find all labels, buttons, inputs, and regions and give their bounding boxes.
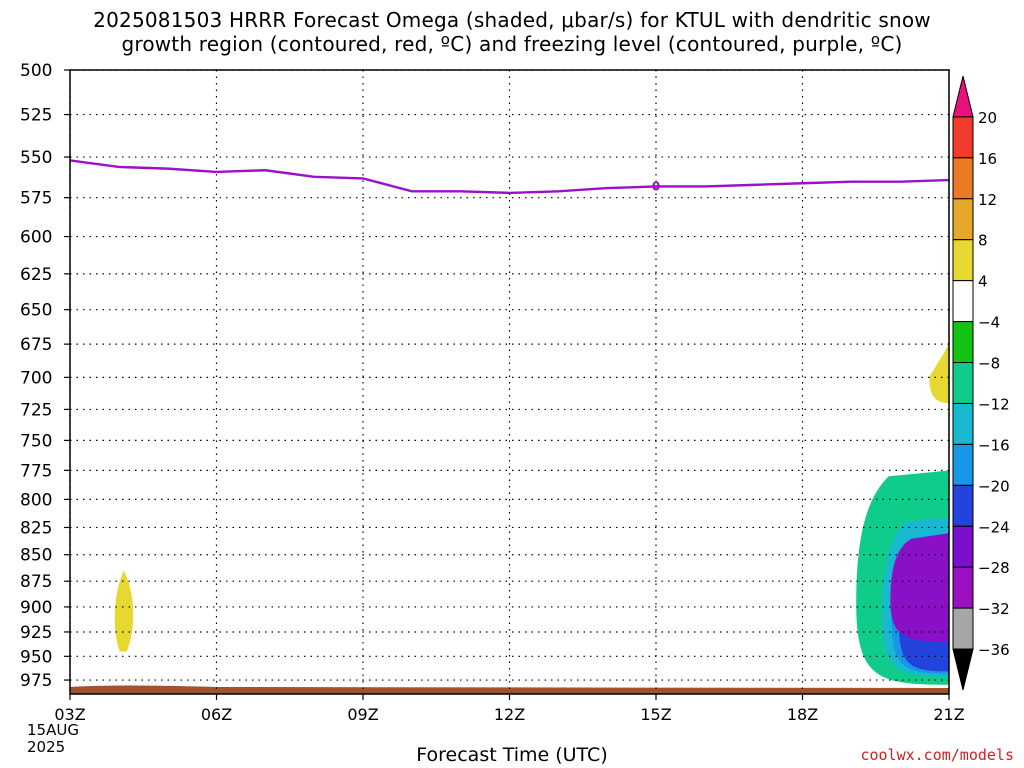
colorbar-swatch-5 <box>952 239 974 282</box>
colorbar-swatch-6 <box>952 280 974 323</box>
y-tick-label-800: 800 <box>20 490 52 510</box>
colorbar-swatch-14 <box>952 607 974 650</box>
colorbar-swatch-7 <box>952 321 974 364</box>
freezing-level-line <box>70 159 949 195</box>
title-line-1: 2025081503 HRRR Forecast Omega (shaded, … <box>93 8 931 32</box>
x-tick-label-12Z: 12Z <box>494 705 525 724</box>
omega-region-rising-3 <box>265 434 339 602</box>
x-tick-label-09Z: 09Z <box>347 705 378 724</box>
colorbar-swatch-9 <box>952 402 974 445</box>
x-tick-label-15Z: 15Z <box>640 705 671 724</box>
y-tick-label-825: 825 <box>20 518 52 538</box>
colorbar-label-20: 20 <box>978 109 997 127</box>
colorbar: 20 16 12 8 4 −4 −8 −12 −16 −20 −24 −28 −32 −36 <box>952 75 1010 691</box>
chart-title: 2025081503 HRRR Forecast Omega (shaded, … <box>0 8 1024 56</box>
y-tick-label-975: 975 <box>20 671 52 691</box>
x-tick-label-03Z: 03Z <box>54 705 85 724</box>
colorbar-swatch-4 <box>952 198 974 241</box>
colorbar-swatch-1 <box>952 75 974 118</box>
colorbar-swatch-11 <box>952 484 974 527</box>
title-line-2: growth region (contoured, red, ºC) and f… <box>121 32 903 56</box>
y-tick-label-600: 600 <box>20 228 52 248</box>
y-tick-label-700: 700 <box>20 368 52 388</box>
colorbar-label-neg8: −8 <box>978 355 1000 373</box>
colorbar-label-neg4: −4 <box>978 314 1000 332</box>
gridlines <box>69 69 950 694</box>
colorbar-swatch-15 <box>952 648 974 691</box>
colorbar-label-4: 4 <box>978 273 988 291</box>
y-tick-label-550: 550 <box>20 148 52 168</box>
x-tick-label-06Z: 06Z <box>201 705 232 724</box>
freezing-level-layer: 0 <box>70 159 949 195</box>
colorbar-label-neg12: −12 <box>978 395 1010 413</box>
colorbar-label-16: 16 <box>978 150 997 168</box>
date-day: 15AUG <box>27 721 79 739</box>
colorbar-swatch-12 <box>952 525 974 568</box>
omega-region-rising-4 <box>392 84 461 378</box>
y-tick-label-725: 725 <box>20 400 52 420</box>
surface-terrain <box>70 685 949 694</box>
colorbar-label-neg24: −24 <box>978 518 1010 536</box>
y-tick-label-750: 750 <box>20 431 52 451</box>
y-tick-label-575: 575 <box>20 189 52 209</box>
y-tick-label-650: 650 <box>20 301 52 321</box>
colorbar-swatch-8 <box>952 362 974 404</box>
colorbar-swatch-3 <box>952 157 974 200</box>
y-tick-label-675: 675 <box>20 335 52 355</box>
axis-ticks: 500 525 550 575 600 625 650 675 700 725 750 775 800 8… <box>20 61 965 724</box>
omega-shading-layer <box>70 84 949 694</box>
colorbar-label-neg32: −32 <box>978 600 1010 618</box>
y-tick-label-625: 625 <box>20 265 52 285</box>
x-axis-label: Forecast Time (UTC) <box>416 744 608 766</box>
y-tick-label-950: 950 <box>20 647 52 667</box>
colorbar-label-neg28: −28 <box>978 559 1010 577</box>
colorbar-swatch-2 <box>952 116 974 159</box>
x-tick-label-21Z: 21Z <box>933 705 964 724</box>
freezing-level-label: 0 <box>652 179 660 193</box>
colorbar-label-neg16: −16 <box>978 436 1010 454</box>
y-tick-label-925: 925 <box>20 623 52 643</box>
y-tick-label-875: 875 <box>20 572 52 592</box>
omega-region-rising-7 <box>929 344 949 404</box>
colorbar-label-neg36: −36 <box>978 641 1010 659</box>
site-credit[interactable]: coolwx.com/models <box>860 746 1014 764</box>
omega-region-rising-5 <box>792 458 818 511</box>
colorbar-swatch-13 <box>952 566 974 609</box>
omega-core <box>890 533 949 642</box>
colorbar-label-12: 12 <box>978 191 997 209</box>
omega-region-rising-2 <box>114 570 134 652</box>
colorbar-label-8: 8 <box>978 232 988 250</box>
y-tick-label-900: 900 <box>20 598 52 618</box>
x-tick-label-18Z: 18Z <box>787 705 818 724</box>
date-year: 2025 <box>27 738 66 756</box>
colorbar-label-neg20: −20 <box>978 477 1010 495</box>
y-tick-label-850: 850 <box>20 546 52 566</box>
y-tick-label-525: 525 <box>20 106 52 126</box>
colorbar-swatch-10 <box>952 443 974 486</box>
y-tick-label-500: 500 <box>20 61 52 81</box>
y-tick-label-775: 775 <box>20 461 52 481</box>
